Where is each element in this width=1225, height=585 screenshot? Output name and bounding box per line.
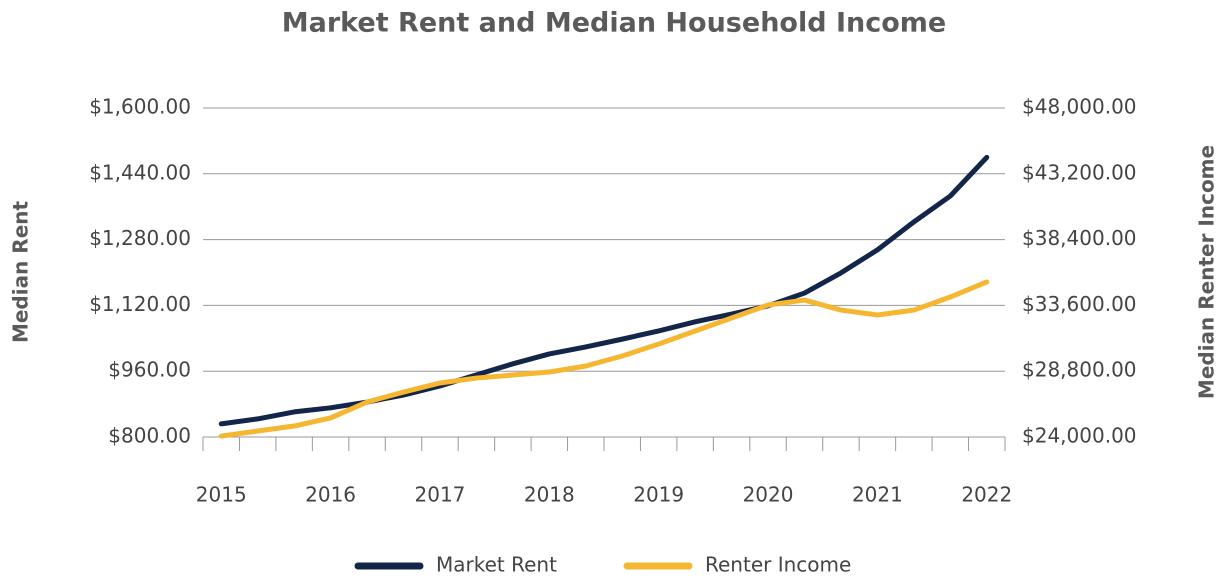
x-tick-label: 2017 xyxy=(415,483,466,507)
legend-label: Renter Income xyxy=(705,553,851,577)
y2-tick-label: $24,000.00 xyxy=(1022,424,1137,448)
series-line xyxy=(218,279,990,439)
y-axis-title: Median Rent xyxy=(9,201,33,344)
x-tick-label: 2018 xyxy=(524,483,575,507)
y2-tick-label: $43,200.00 xyxy=(1022,160,1137,184)
y2-axis-title: Median Renter Income xyxy=(1195,145,1219,399)
x-tick-label: 2019 xyxy=(633,483,684,507)
x-tick-label: 2015 xyxy=(196,483,247,507)
x-tick-label: 2021 xyxy=(852,483,903,507)
y-tick-label: $1,440.00 xyxy=(89,160,191,184)
y-tick-label: $1,600.00 xyxy=(89,95,191,119)
y-tick-label: $960.00 xyxy=(108,358,191,382)
legend-label: Market Rent xyxy=(436,553,557,577)
chart-title: Market Rent and Median Household Income xyxy=(282,8,946,39)
y2-tick-label: $33,600.00 xyxy=(1022,292,1137,316)
x-tick-label: 2020 xyxy=(743,483,794,507)
series-line xyxy=(218,154,990,427)
y-tick-label: $800.00 xyxy=(108,424,191,448)
y2-tick-label: $48,000.00 xyxy=(1022,95,1137,119)
x-tick-label: 2022 xyxy=(961,483,1012,507)
y2-tick-label: $28,800.00 xyxy=(1022,358,1137,382)
y2-tick-label: $38,400.00 xyxy=(1022,226,1137,250)
y-tick-label: $1,120.00 xyxy=(89,292,191,316)
x-tick-label: 2016 xyxy=(305,483,356,507)
y-tick-label: $1,280.00 xyxy=(89,226,191,250)
